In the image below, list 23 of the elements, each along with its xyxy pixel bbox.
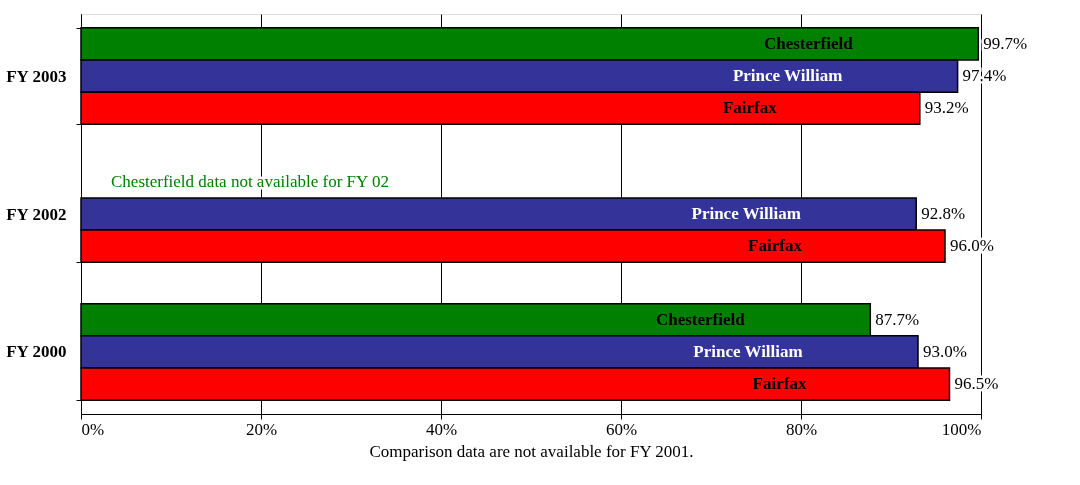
series-label: Prince William — [732, 66, 843, 86]
data-label: 93.2% — [924, 98, 969, 118]
data-label: 92.8% — [921, 204, 966, 223]
series-label: Chesterfield — [655, 309, 746, 329]
x-tick-label: 80% — [785, 419, 818, 439]
x-tick-label: 60% — [605, 419, 638, 439]
text: Chesterfield — [763, 33, 853, 53]
data-label: 93.0% — [923, 341, 967, 361]
x-tick-label: 100% — [941, 419, 982, 439]
series-label: Fairfax — [722, 98, 778, 118]
data-label: 87.7% — [875, 309, 920, 329]
y-tick-label: FY 2002 — [6, 204, 67, 224]
x-tick-label: 20% — [245, 419, 278, 439]
data-label: 99.7% — [983, 33, 1028, 53]
text: Fairfax — [752, 374, 807, 394]
y-tick-label: FY 2000 — [6, 342, 67, 362]
text: Prince William — [691, 204, 801, 223]
x-tick-label: 40% — [425, 419, 458, 439]
x-axis-title: Comparison data are not available for FY 2001. — [369, 441, 694, 461]
text: Prince William — [693, 341, 803, 361]
x-tick-label: 0% — [81, 419, 105, 439]
y-tick-label: FY 2003 — [6, 66, 67, 86]
text: Fairfax — [748, 236, 802, 256]
